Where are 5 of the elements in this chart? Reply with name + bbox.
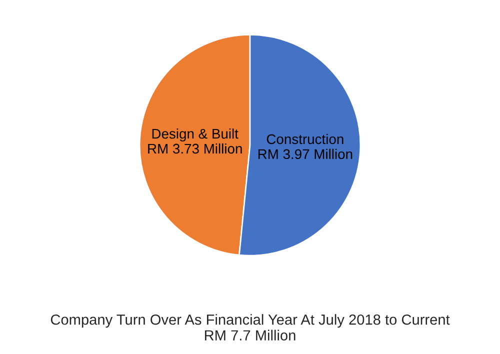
slice-label: Construction [266, 134, 344, 144]
slice-label: Design & Built [152, 128, 238, 142]
text: Company Turn Over As Financial Year At July 2018 to Current RM 7.7 Million [50, 314, 450, 340]
data-label: RM 3.73 Million [148, 143, 242, 154]
data-label: RM 3.97 Million [258, 148, 352, 160]
